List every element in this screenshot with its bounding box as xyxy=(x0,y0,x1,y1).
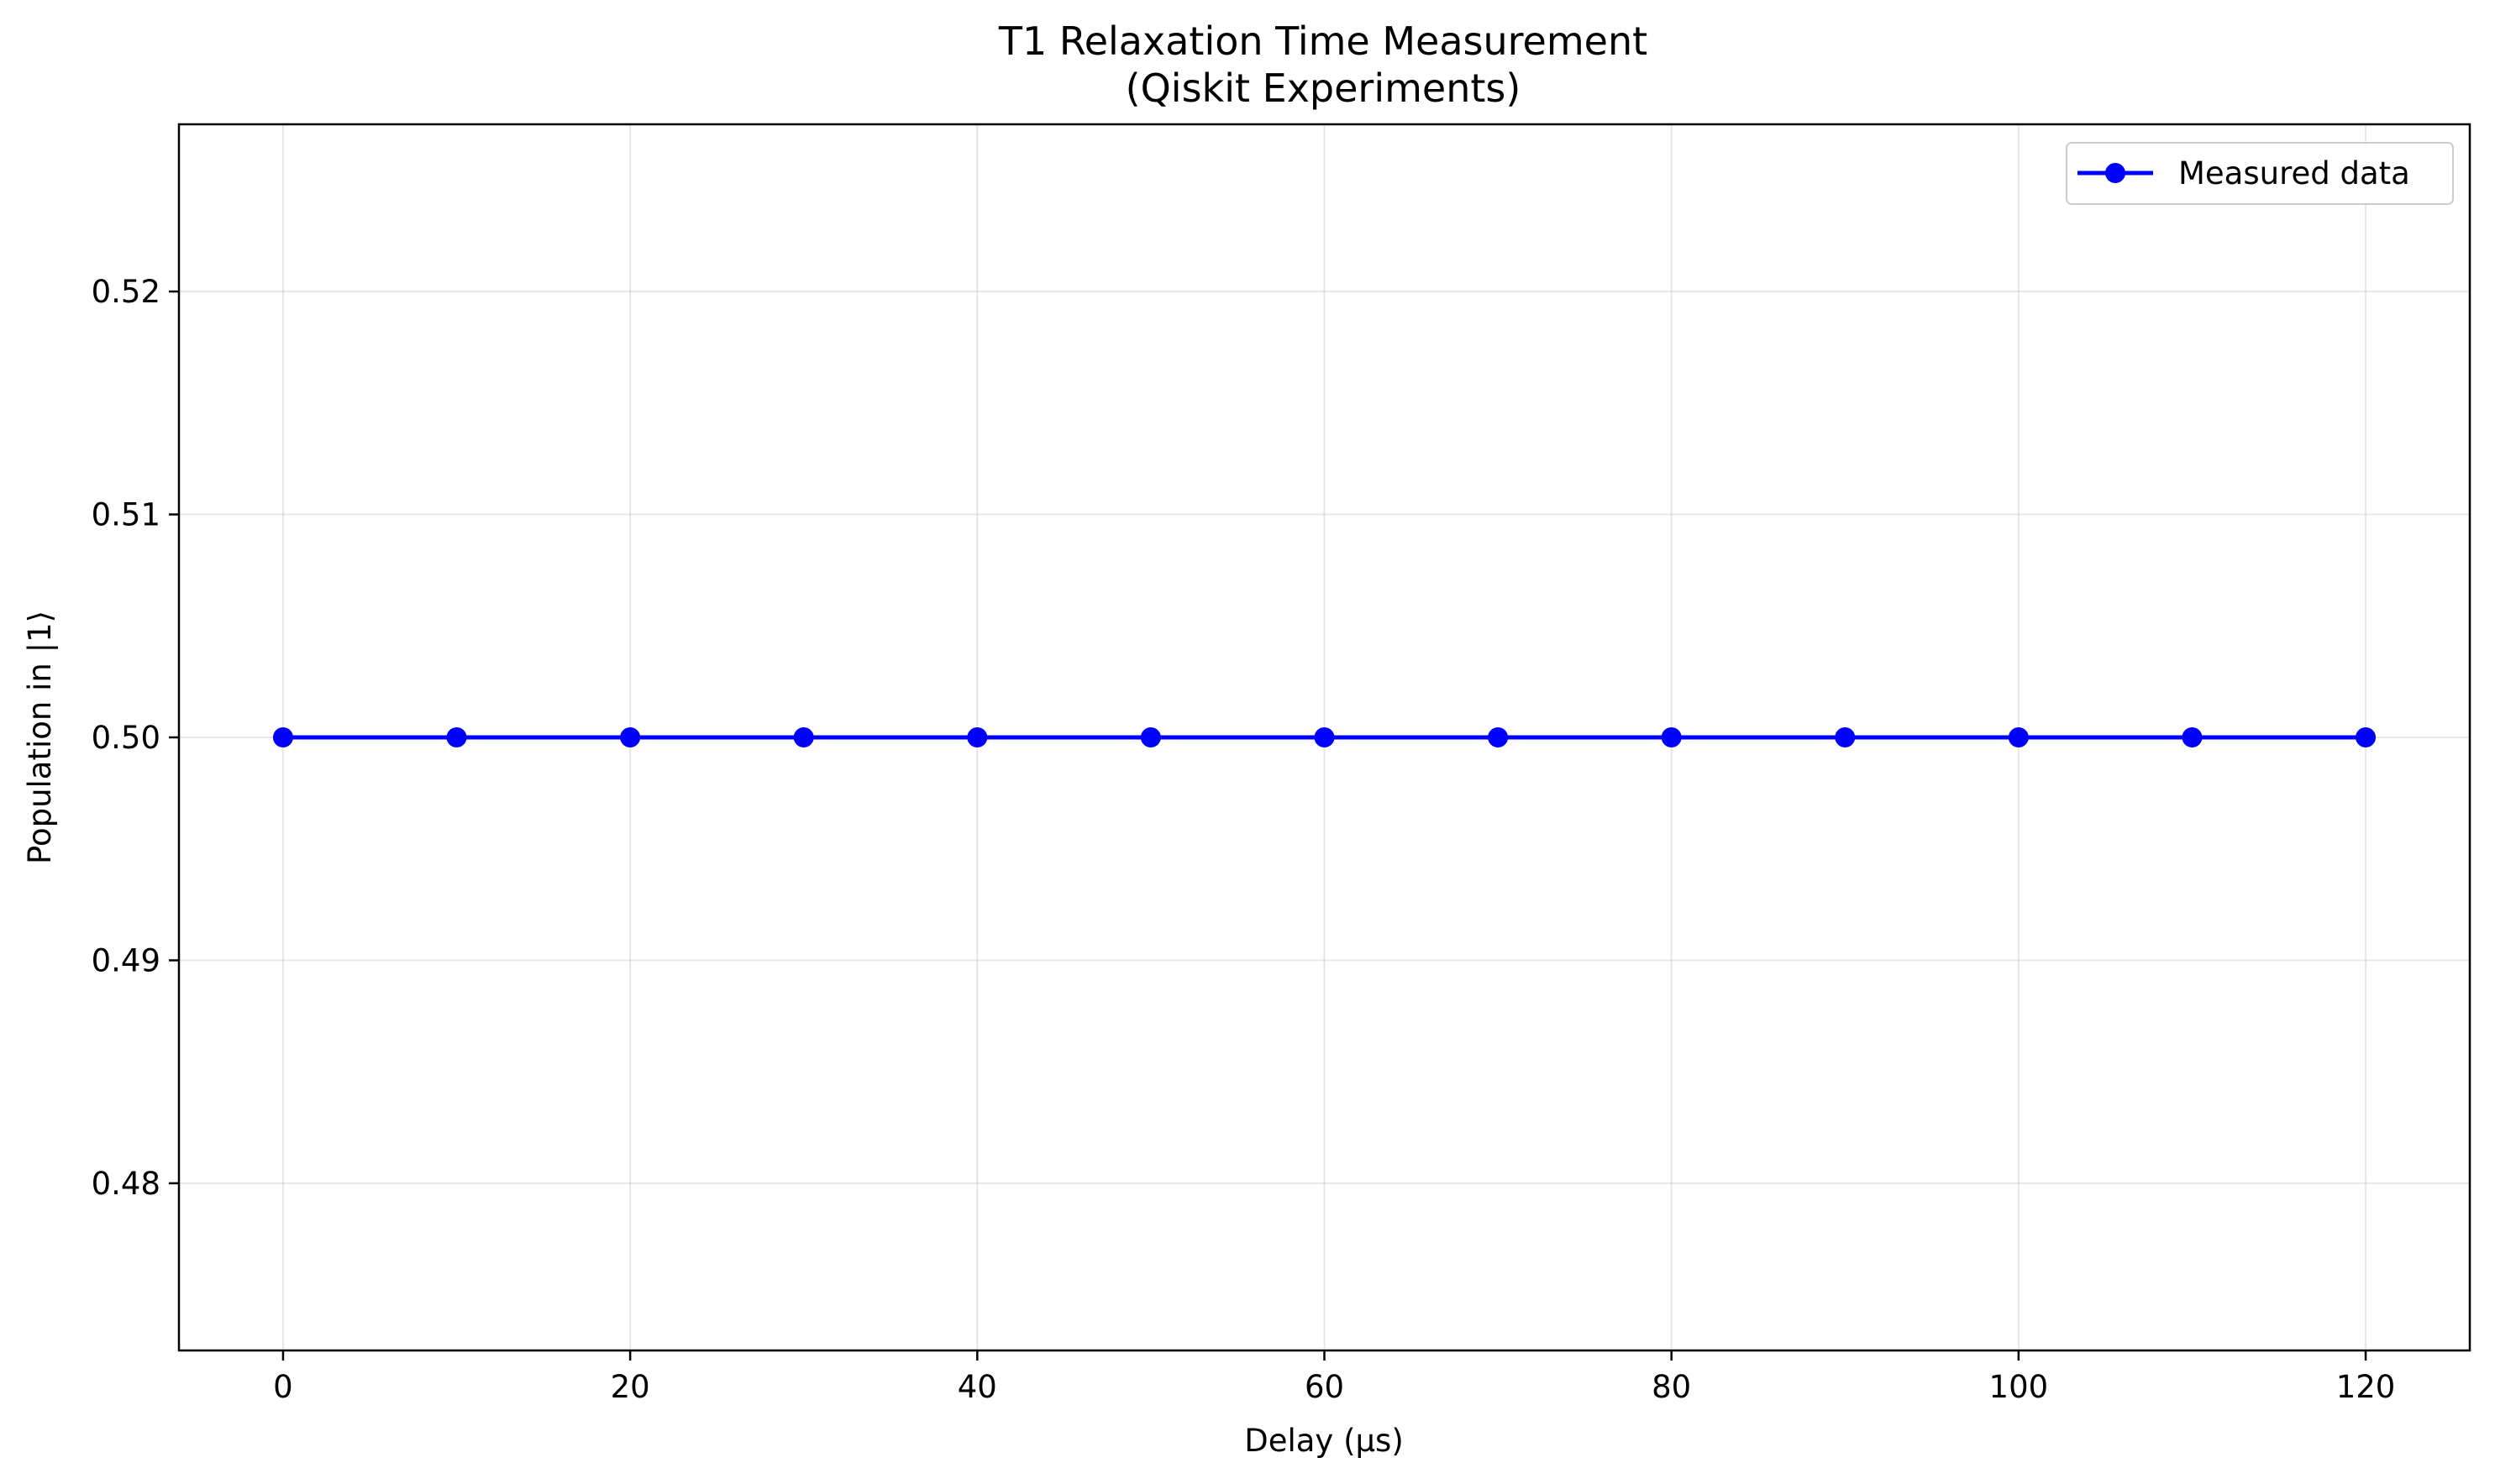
y-tick-label: 0.50 xyxy=(92,720,160,756)
legend-label-measured-data: Measured data xyxy=(2178,155,2410,191)
legend-box xyxy=(2066,142,2454,205)
x-tick-label: 20 xyxy=(611,1369,650,1405)
data-point xyxy=(1314,727,1335,747)
x-axis-ticks: 0 20 40 60 80 100 120 xyxy=(273,1350,2395,1405)
legend-marker-swatch xyxy=(2105,163,2125,183)
chart-subtitle: (Qiskit Experiments) xyxy=(1126,66,1521,111)
data-point xyxy=(967,727,988,747)
data-point xyxy=(272,727,293,747)
y-axis-label: Population in |1⟩ xyxy=(22,611,58,864)
x-tick-label: 60 xyxy=(1305,1369,1344,1405)
data-point xyxy=(1835,727,1856,747)
x-tick-label: 0 xyxy=(273,1369,293,1405)
data-point xyxy=(1140,727,1161,747)
x-tick-label: 100 xyxy=(1989,1369,2049,1405)
data-point xyxy=(1488,727,1509,747)
x-tick-label: 40 xyxy=(958,1369,997,1405)
chart-title: T1 Relaxation Time Measurement xyxy=(998,18,1647,64)
y-tick-label: 0.51 xyxy=(92,497,160,533)
data-point xyxy=(793,727,814,747)
y-tick-label: 0.52 xyxy=(92,274,160,310)
data-point xyxy=(620,727,641,747)
data-point xyxy=(2356,727,2377,747)
x-axis-label: Delay (μs) xyxy=(1244,1423,1404,1459)
data-point xyxy=(1661,727,1682,747)
y-axis-ticks: 0.48 0.49 0.50 0.51 0.52 xyxy=(92,274,179,1202)
y-tick-label: 0.48 xyxy=(92,1166,160,1202)
legend: Measured data xyxy=(2066,142,2454,205)
x-tick-label: 80 xyxy=(1652,1369,1691,1405)
y-tick-label: 0.49 xyxy=(92,942,160,978)
data-point xyxy=(446,727,467,747)
data-series xyxy=(272,727,2377,747)
data-point xyxy=(2008,727,2029,747)
data-point xyxy=(2182,727,2203,747)
x-tick-label: 120 xyxy=(2336,1369,2396,1405)
axes-frame xyxy=(177,123,2471,1352)
